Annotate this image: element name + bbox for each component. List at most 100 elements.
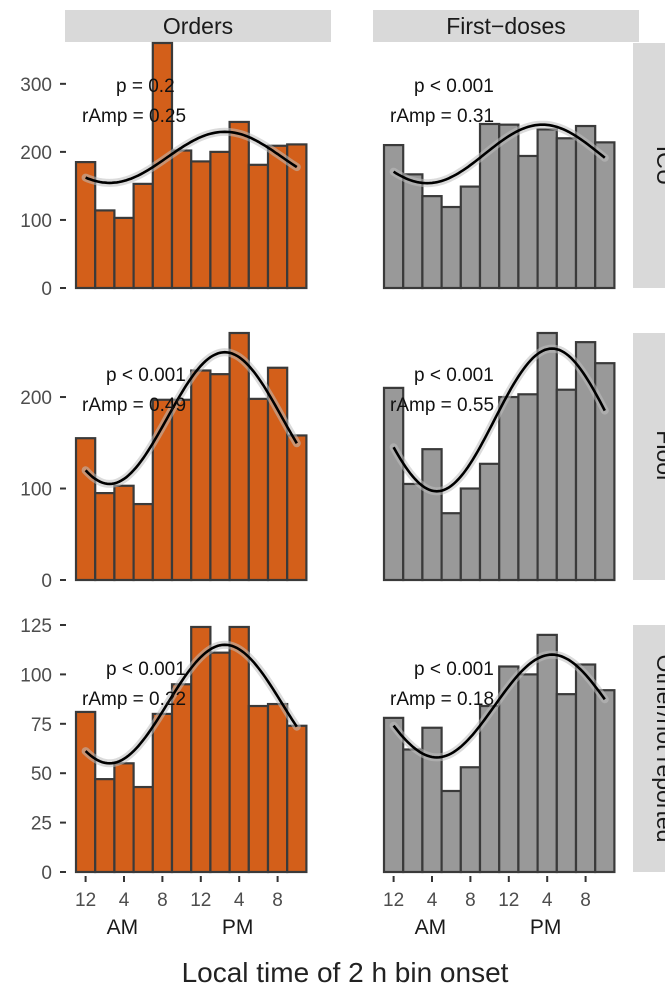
bar: [113, 484, 135, 582]
bar: [440, 512, 462, 582]
ramp-label: rAmp = 0.25: [82, 106, 186, 127]
bar: [132, 785, 154, 874]
x-tick-label: 12: [383, 890, 404, 911]
pm-label: PM: [222, 916, 254, 939]
bar: [478, 462, 501, 582]
am-label: AM: [107, 916, 139, 939]
bar: [74, 710, 97, 874]
cosinor-fit-line: [392, 347, 606, 493]
panel-orders-other-not-reported: p < 0.001 rAmp = 0.22: [74, 625, 308, 874]
ramp-label: rAmp = 0.49: [82, 395, 186, 416]
cosinor-fit-line: [392, 653, 606, 759]
x-tick-label: 12: [498, 890, 519, 911]
ramp-label: rAmp = 0.18: [390, 689, 494, 710]
bar: [170, 149, 193, 290]
cosinor-fit-line: [84, 350, 298, 486]
x-axis-title: Local time of 2 h bin onset: [182, 957, 509, 986]
y-tick-label: 300: [20, 75, 52, 96]
strip-label-column-orders: Orders: [163, 13, 233, 39]
strip-label-row-other-not-reported: Other/not reported: [652, 655, 665, 843]
y-tick-label: 0: [41, 571, 52, 592]
y-tick-label: 50: [31, 764, 52, 785]
bar: [402, 748, 424, 874]
x-tick-label: 12: [190, 890, 211, 911]
y-tick-label: 0: [41, 863, 52, 884]
bar: [498, 123, 520, 290]
ramp-label: rAmp = 0.55: [390, 395, 494, 416]
strip-column-orders: [65, 10, 331, 42]
bar: [536, 633, 558, 874]
bar: [266, 702, 289, 874]
bar: [382, 143, 405, 290]
bar: [536, 331, 558, 582]
facet-strips: Orders First−doses ICU Floor Other/not repor…: [65, 10, 665, 872]
bar: [594, 141, 616, 290]
y-tick-label: 100: [20, 480, 52, 501]
bar: [209, 150, 231, 290]
x-tick-label: 8: [272, 890, 283, 911]
bar: [555, 693, 578, 874]
bar: [594, 689, 616, 874]
bar: [190, 160, 212, 290]
cosinor-fit-line: [392, 123, 606, 185]
bar: [440, 789, 462, 874]
bar: [402, 173, 424, 290]
y-tick-label: 100: [20, 665, 52, 686]
bar: [555, 137, 578, 290]
bar: [459, 185, 482, 290]
bar: [170, 398, 193, 582]
bar: [382, 716, 405, 874]
bar: [440, 205, 462, 290]
panel-first-doses-icu: p < 0.001 rAmp = 0.31: [382, 76, 616, 290]
panel-orders-icu: p = 0.2 rAmp = 0.25: [74, 41, 308, 290]
bar: [132, 182, 154, 290]
strip-label-row-icu: ICU: [652, 146, 665, 186]
strip-row-floor: [633, 333, 665, 580]
ramp-label: rAmp = 0.22: [82, 689, 186, 710]
y-tick-label: 75: [31, 715, 52, 736]
y-tick-label: 200: [20, 143, 52, 164]
bar: [286, 724, 308, 874]
bar: [459, 766, 482, 874]
p-value-label: p < 0.001: [106, 365, 186, 386]
bar: [94, 491, 116, 582]
bar: [517, 154, 539, 290]
bar: [151, 712, 174, 874]
panel-orders-floor: p < 0.001 rAmp = 0.49: [74, 331, 308, 582]
bar: [228, 625, 250, 874]
x-tick-label: 8: [157, 890, 168, 911]
p-value-label: p < 0.001: [414, 659, 494, 680]
bar: [478, 704, 501, 874]
bar: [132, 502, 154, 582]
ramp-label: rAmp = 0.31: [390, 106, 494, 127]
bar: [190, 369, 212, 582]
bar: [74, 437, 97, 582]
panel-first-doses-other-not-reported: p < 0.001 rAmp = 0.18: [382, 633, 616, 874]
x-tick-label: 4: [119, 890, 130, 911]
bar: [286, 434, 308, 582]
chart-axes: 0 100 200 300 0 100 200 0 25 50 75 100 125 12 4 8 12 4 8 AM…: [20, 75, 591, 939]
y-tick-label: 100: [20, 211, 52, 232]
bar: [209, 373, 231, 582]
p-value-label: p < 0.001: [414, 365, 494, 386]
bar: [247, 163, 270, 290]
strip-label-row-floor: Floor: [652, 430, 665, 483]
bar: [94, 778, 116, 874]
cosinor-fit-line: [85, 130, 298, 185]
x-tick-label: 4: [542, 890, 553, 911]
bar: [170, 683, 193, 874]
bar: [555, 388, 578, 582]
bar: [113, 216, 135, 290]
panel-first-doses-floor: p < 0.001 rAmp = 0.55: [382, 331, 616, 582]
bar: [286, 143, 308, 290]
bar: [382, 386, 405, 582]
y-tick-label: 0: [41, 279, 52, 300]
bar: [94, 209, 116, 290]
y-tick-label: 25: [31, 814, 52, 835]
bar: [536, 128, 558, 290]
y-tick-label: 125: [20, 616, 52, 637]
x-tick-label: 8: [465, 890, 476, 911]
x-tick-label: 4: [234, 890, 245, 911]
